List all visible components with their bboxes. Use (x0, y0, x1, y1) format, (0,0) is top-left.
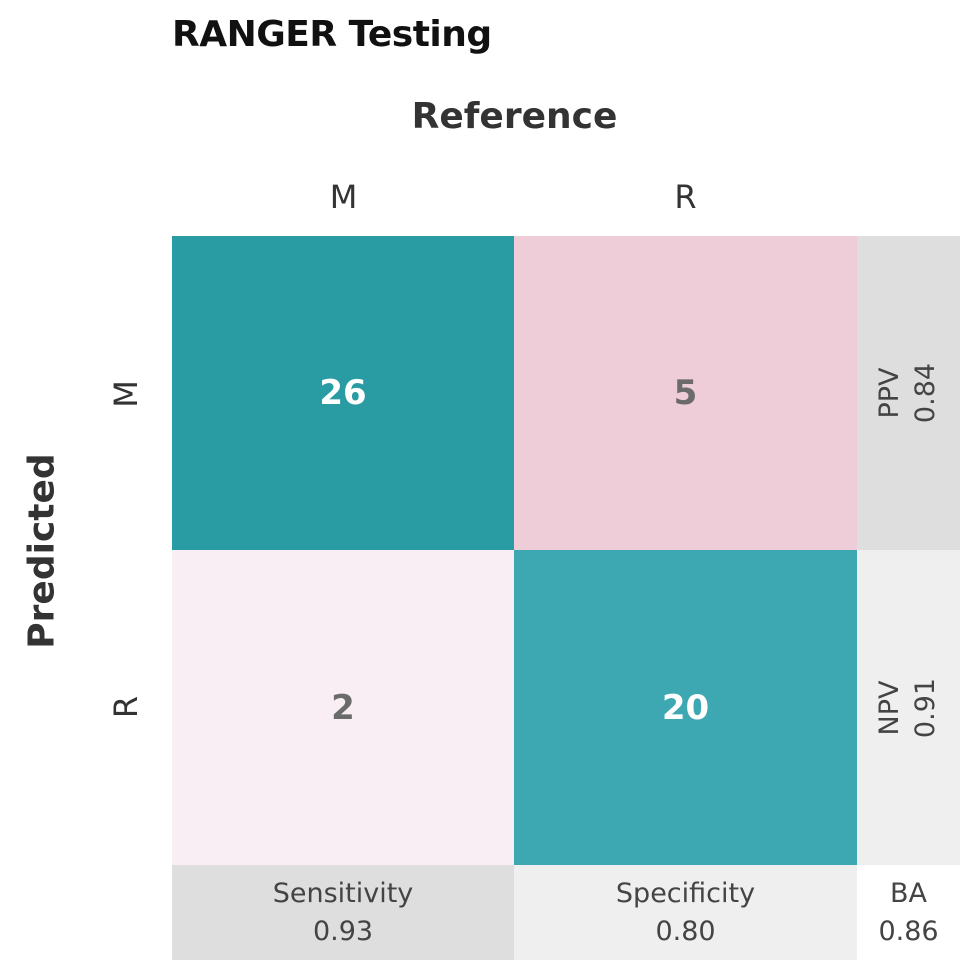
sensitivity-value: 0.93 (312, 915, 374, 947)
cell-value: 2 (331, 687, 355, 728)
npv-value: 0.91 (910, 677, 942, 738)
y-axis-title: Predicted (21, 453, 63, 649)
ba-label: BA (890, 877, 927, 909)
npv-label: NPV (874, 680, 906, 735)
cell-value: 26 (319, 373, 367, 413)
ppv-value: 0.84 (910, 362, 942, 424)
npv-stat: NPV 0.91 (857, 550, 960, 865)
cell-value: 5 (673, 373, 698, 413)
matrix-cell-m-m: 26 (172, 236, 514, 550)
matrix-cell-m-r: 5 (514, 236, 857, 550)
x-axis-title: Reference (411, 96, 618, 137)
matrix-cell-r-r: 20 (514, 550, 857, 865)
column-label-m: M (329, 178, 358, 216)
ba-value: 0.86 (878, 915, 939, 947)
cell-value: 20 (661, 687, 710, 728)
chart-title: RANGER Testing (172, 14, 492, 55)
row-label-r: R (107, 695, 145, 719)
row-label-m: M (107, 380, 145, 408)
balanced-accuracy-stat: BA 0.86 (857, 865, 960, 960)
column-label-r: R (674, 178, 697, 216)
ppv-stat: PPV 0.84 (857, 236, 960, 550)
specificity-stat: Specificity 0.80 (514, 865, 857, 960)
ppv-label: PPV (874, 367, 906, 419)
specificity-value: 0.80 (655, 915, 716, 947)
specificity-label: Specificity (615, 877, 756, 909)
sensitivity-label: Sensitivity (272, 877, 414, 909)
matrix-cell-r-m: 2 (172, 550, 514, 865)
sensitivity-stat: Sensitivity 0.93 (172, 865, 514, 960)
